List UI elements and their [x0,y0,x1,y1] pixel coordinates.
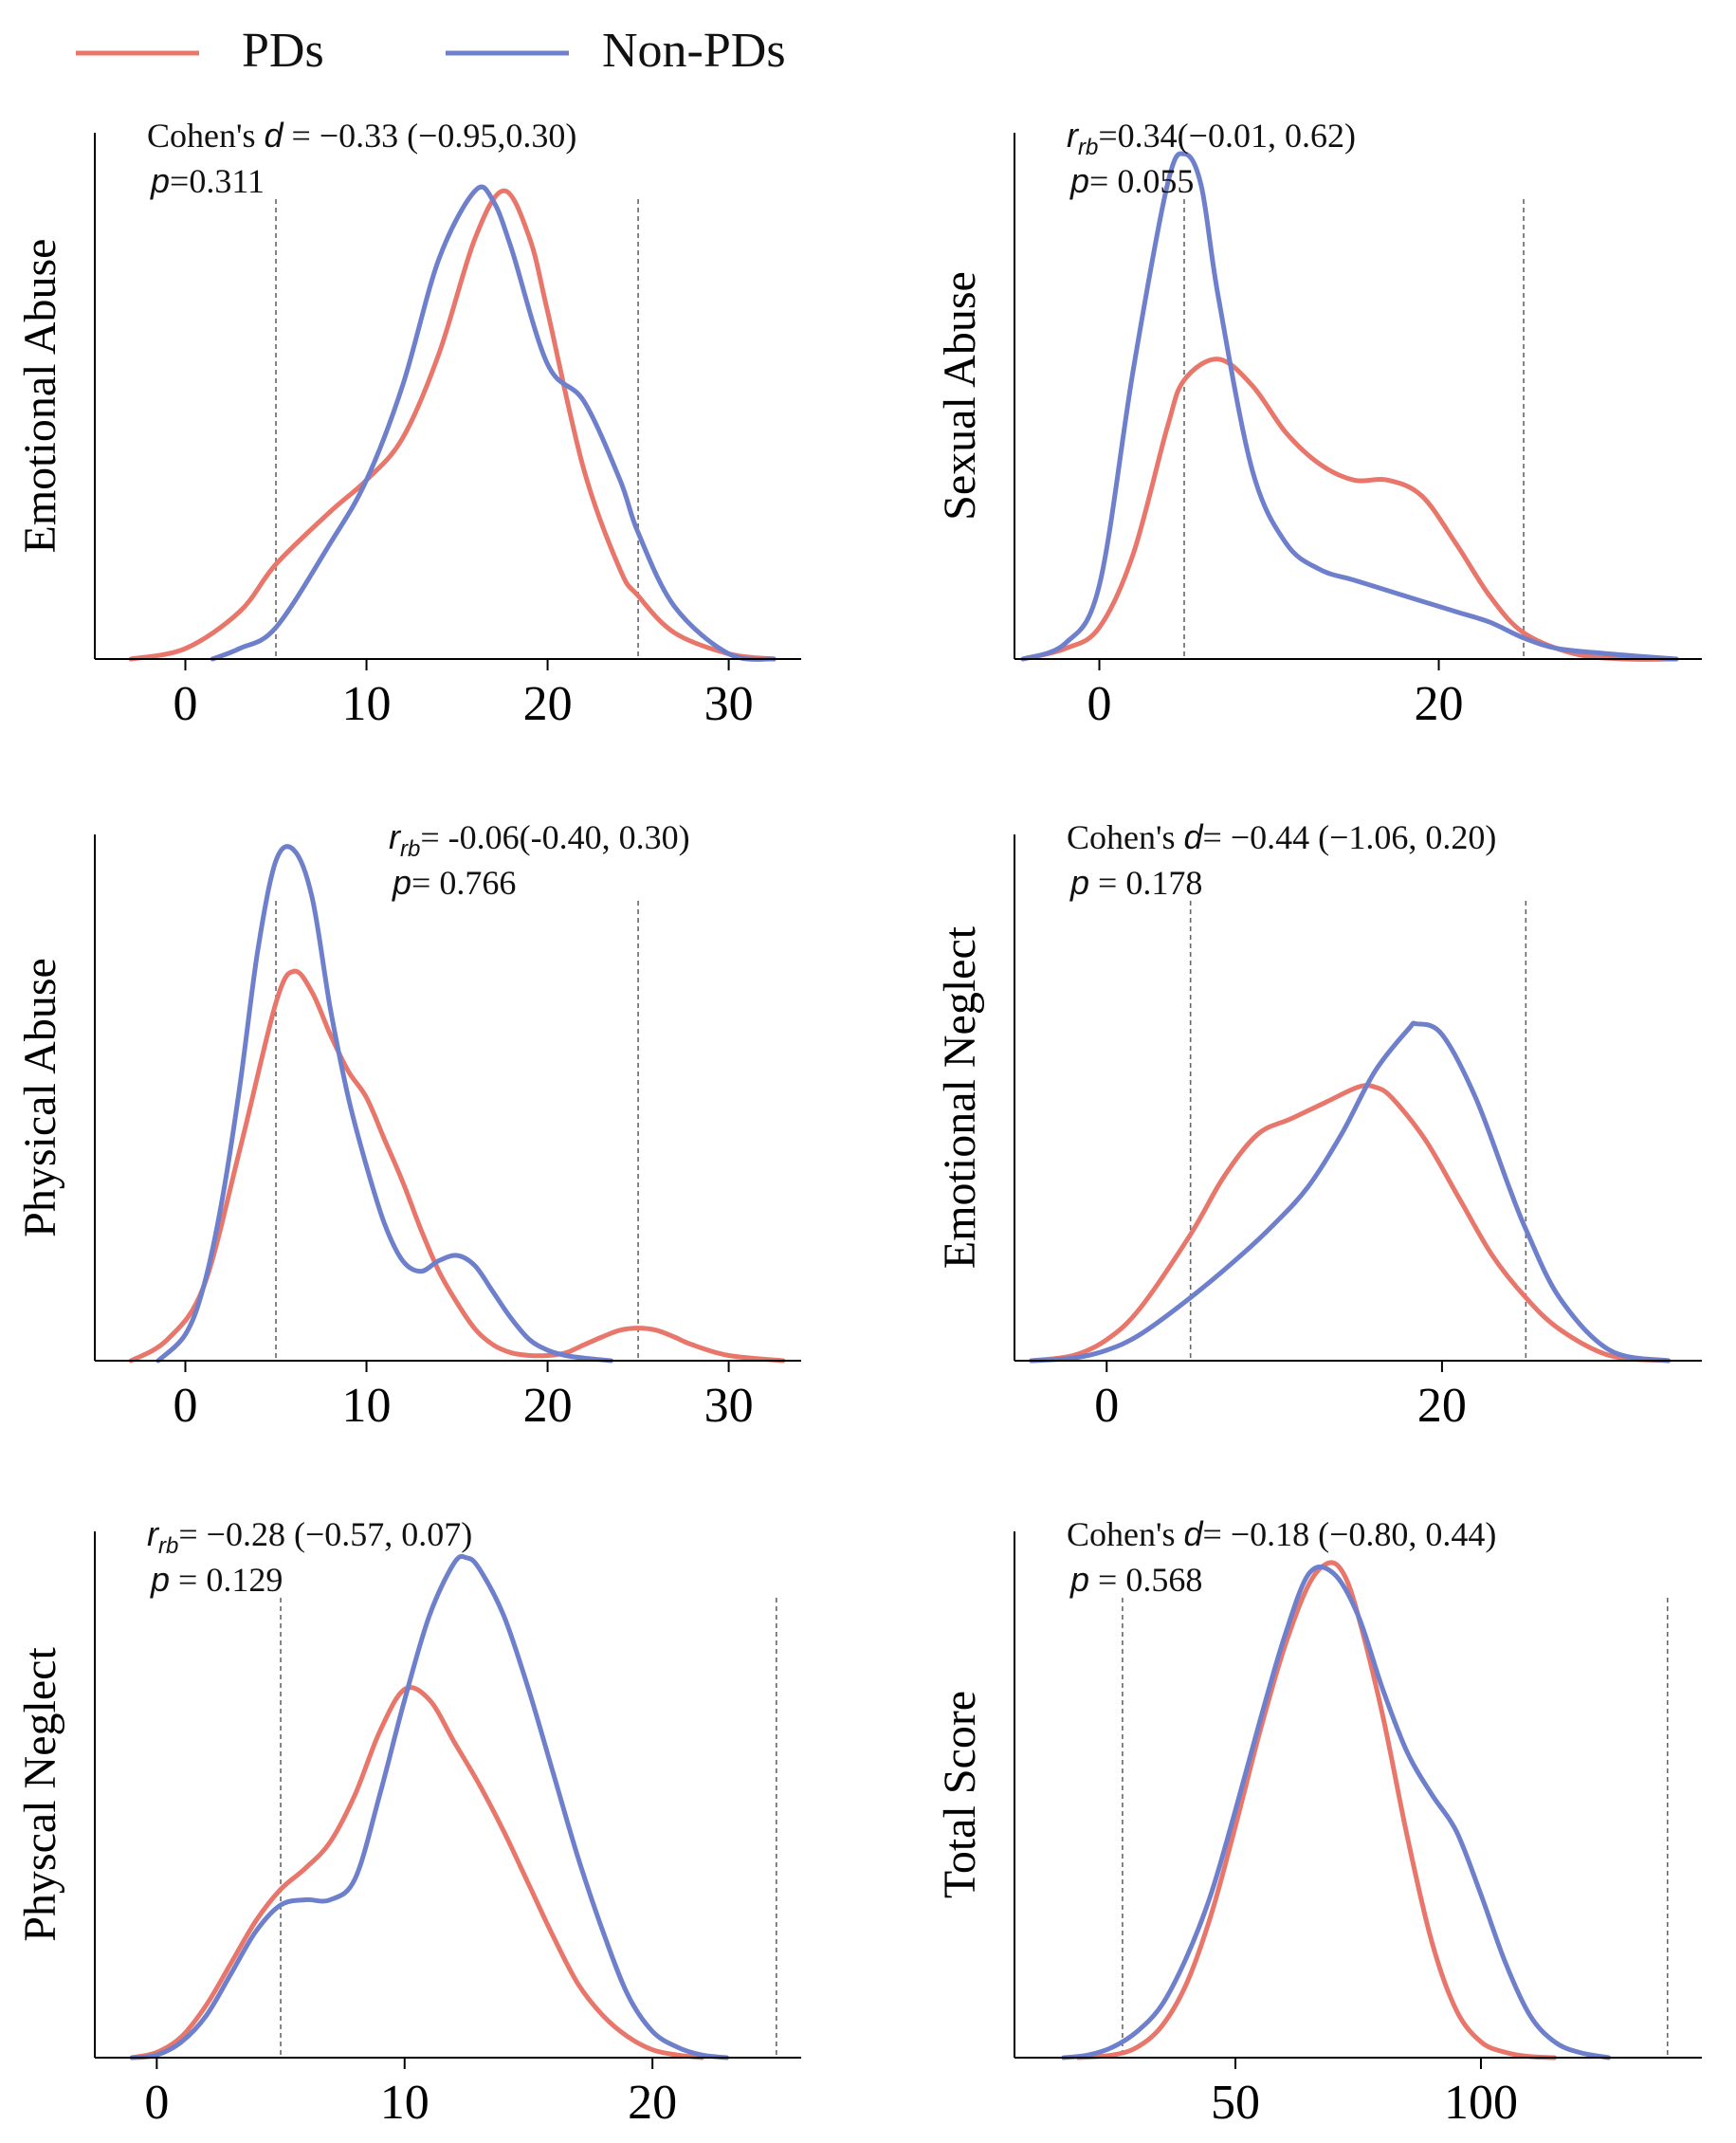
panel-4: 0 20 Emotional Neglect Cohen's d= −0.44 (−1… [935,817,1702,1433]
p-value-text: p = 0.568 [1069,1560,1202,1599]
x-tick-label: 0 [1094,1379,1119,1433]
p-value-text: p= 0.055 [1069,161,1194,200]
density-curve-non-pds [210,184,777,662]
x-tick-label: 10 [342,677,392,731]
density-curve-non-pds [129,1553,730,2061]
panel-5: 0 10 20 Physcal Neglect rrb= −0.28 (−0.57, 0… [15,1514,801,2130]
density-curve-pds [128,968,786,1364]
panel-3: 0 10 20 30 Physical Abuse rrb= -0.06(-0.40, 0… [15,817,801,1433]
x-tick-label: 30 [704,677,754,731]
density-curve-non-pds [1020,151,1679,662]
panels: 0 10 20 30 Emotional Abuse Cohen's d = −0.33 … [15,116,1702,2130]
legend: PDs Non-PDs [76,24,786,78]
density-curve-pds [1020,357,1679,662]
x-tick-label: 0 [174,1379,198,1433]
y-axis-label: Physcal Neglect [15,1647,65,1942]
x-tick-label: 0 [174,677,198,731]
x-tick-label: 20 [628,2076,677,2130]
x-tick-label: 20 [523,677,573,731]
panel-6: 50 100 Total Score Cohen's d= −0.18 (−0.80,… [935,1514,1702,2130]
effect-size-text: rrb= −0.28 (−0.57, 0.07) [147,1514,472,1559]
effect-size-text: Cohen's d= −0.18 (−0.80, 0.44) [1067,1514,1496,1553]
x-tick-label: 0 [144,2076,169,2130]
effect-size-text: rrb=0.34(−0.01, 0.62) [1067,116,1356,160]
p-value-text: p = 0.178 [1069,863,1202,902]
density-curve-pds [128,188,777,662]
x-tick-label: 20 [1415,677,1464,731]
p-value-text: p= 0.766 [392,863,516,902]
density-curve-non-pds [155,844,613,1364]
y-axis-label: Total Score [935,1691,985,1898]
p-value-text: p = 0.129 [150,1560,283,1599]
x-tick-label: 0 [1087,677,1112,731]
density-curve-non-pds [1061,1564,1612,2061]
x-tick-label: 30 [704,1379,754,1433]
density-curve-pds [1075,1560,1558,2061]
effect-size-text: Cohen's d= −0.44 (−1.06, 0.20) [1067,817,1496,856]
x-tick-label: 10 [380,2076,429,2130]
panel-1: 0 10 20 30 Emotional Abuse Cohen's d = −0.33 … [15,116,801,731]
effect-size-text: Cohen's d = −0.33 (−0.95,0.30) [147,116,576,155]
y-axis-label: Physical Abuse [15,958,65,1237]
y-axis-label: Sexual Abuse [935,271,985,521]
density-curve-pds [129,1685,704,2061]
x-tick-label: 100 [1444,2076,1518,2130]
x-tick-label: 10 [342,1379,392,1433]
y-axis-label: Emotional Abuse [15,239,65,554]
density-curve-non-pds [1029,1020,1672,1364]
panel-2: 0 20 Sexual Abuse rrb=0.34(−0.01, 0.62)p= 0… [935,116,1702,731]
legend-pds-label: PDs [242,24,324,78]
x-tick-label: 50 [1211,2076,1260,2130]
x-tick-label: 20 [523,1379,573,1433]
effect-size-text: rrb= -0.06(-0.40, 0.30) [389,817,690,862]
p-value-text: p=0.311 [150,161,265,200]
legend-nonpds-label: Non-PDs [602,24,786,78]
x-tick-label: 20 [1417,1379,1467,1433]
y-axis-label: Emotional Neglect [935,925,985,1269]
density-curve-pds [1029,1083,1672,1364]
